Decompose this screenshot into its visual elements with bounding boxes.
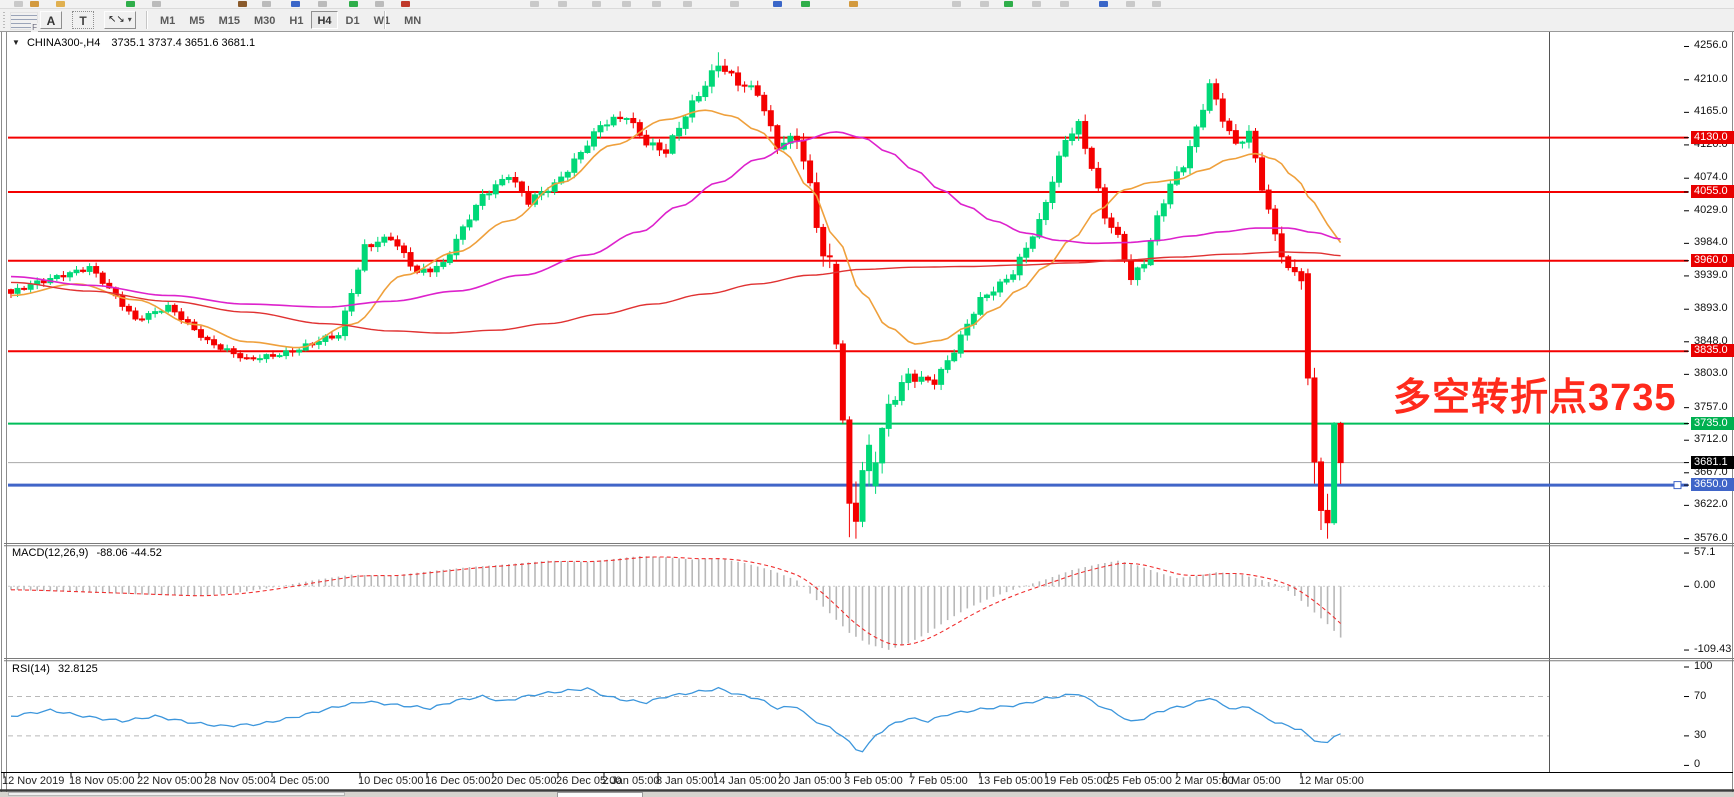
truncated-toolbar-icon[interactable] xyxy=(318,1,327,7)
chevron-down-icon: ▾ xyxy=(127,15,132,24)
chart-title[interactable]: ▼ CHINA300-,H4 3735.1 3737.4 3651.6 3681… xyxy=(12,37,255,49)
timeframe-button-m5[interactable]: M5 xyxy=(183,11,211,29)
macd-values: -88.06 -44.52 xyxy=(96,547,162,559)
truncated-toolbar-icon[interactable] xyxy=(980,1,989,7)
truncated-toolbar-icon[interactable] xyxy=(530,1,539,7)
ma-fast-orange xyxy=(10,109,1342,349)
ma-medium-magenta xyxy=(10,131,1341,308)
truncated-toolbar-strip xyxy=(0,0,1734,9)
line-study-flag: F xyxy=(31,23,38,32)
rsi-indicator-label: RSI(14) 32.8125 xyxy=(12,663,98,675)
hline-drag-handle[interactable] xyxy=(1673,481,1682,490)
truncated-toolbar-icon[interactable] xyxy=(375,1,384,7)
arrow-down-right-icon: ↘ xyxy=(116,14,125,25)
timeframe-button-m15[interactable]: M15 xyxy=(212,11,246,29)
timeframe-button-m1[interactable]: M1 xyxy=(154,11,182,29)
expand-arrow-icon: ▼ xyxy=(12,38,20,47)
truncated-toolbar-icon[interactable] xyxy=(1152,1,1161,7)
truncated-toolbar-icon[interactable] xyxy=(592,1,601,7)
truncated-toolbar-icon[interactable] xyxy=(849,1,858,7)
truncated-toolbar-icon[interactable] xyxy=(14,1,23,7)
toolbar-drag-handle[interactable] xyxy=(2,12,7,28)
truncated-toolbar-icon[interactable] xyxy=(291,1,300,7)
macd-histogram xyxy=(10,556,1342,650)
truncated-toolbar-icon[interactable] xyxy=(238,1,247,7)
arrow-objects-dropdown-button[interactable]: ↖ ↘ ▾ xyxy=(104,11,136,29)
rsi-line xyxy=(10,686,1341,753)
chart-tab[interactable] xyxy=(557,792,643,797)
truncated-toolbar-icon[interactable] xyxy=(349,1,358,7)
ma-slow-red xyxy=(10,251,1341,334)
truncated-toolbar-icon[interactable] xyxy=(652,1,661,7)
timeframe-toolbar: M1 M5 M15 M30 H1 H4 D1 W1 MN xyxy=(154,11,428,29)
timeframe-button-m30[interactable]: M30 xyxy=(247,11,282,29)
truncated-toolbar-icon[interactable] xyxy=(730,1,739,7)
cursor-tool-button[interactable]: A xyxy=(40,11,62,29)
macd-name: MACD(12,26,9) xyxy=(12,547,89,559)
chart-toolbar: F A T ↖ ↘ ▾ M1 M5 M15 M30 H1 H4 D1 W1 MN xyxy=(0,9,1734,32)
timeframe-button-h1[interactable]: H1 xyxy=(283,11,310,29)
rsi-value: 32.8125 xyxy=(57,663,98,675)
timeframe-button-d1[interactable]: D1 xyxy=(339,11,366,29)
rsi-name: RSI(14) xyxy=(12,663,50,675)
truncated-toolbar-icon[interactable] xyxy=(558,1,567,7)
truncated-toolbar-icon[interactable] xyxy=(1004,1,1013,7)
truncated-toolbar-icon[interactable] xyxy=(1032,1,1041,7)
horizontal-scrollbar-thumb[interactable] xyxy=(8,792,345,796)
truncated-toolbar-icon[interactable] xyxy=(801,1,810,7)
text-label-tool-button[interactable]: T xyxy=(72,11,94,29)
truncated-toolbar-icon[interactable] xyxy=(622,1,631,7)
bottom-bar xyxy=(0,792,1734,797)
toolbar-separator xyxy=(384,11,386,29)
truncated-toolbar-icon[interactable] xyxy=(152,1,161,7)
line-study-icon[interactable]: F xyxy=(10,12,38,32)
timeframe-button-h4[interactable]: H4 xyxy=(311,11,338,29)
truncated-toolbar-icon[interactable] xyxy=(401,1,410,7)
truncated-toolbar-icon[interactable] xyxy=(262,1,271,7)
truncated-toolbar-icon[interactable] xyxy=(1126,1,1135,7)
truncated-toolbar-icon[interactable] xyxy=(952,1,961,7)
truncated-toolbar-icon[interactable] xyxy=(56,1,65,7)
truncated-toolbar-icon[interactable] xyxy=(1060,1,1069,7)
bear-candles xyxy=(8,58,1344,539)
arrow-up-left-icon: ↖ xyxy=(108,14,117,25)
truncated-toolbar-icon[interactable] xyxy=(1099,1,1108,7)
macd-indicator-label: MACD(12,26,9) -88.06 -44.52 xyxy=(12,547,162,559)
timeframe-button-mn[interactable]: MN xyxy=(398,11,428,29)
chart-text-annotation[interactable]: 多空转折点3735 xyxy=(1393,377,1677,419)
ohlc-values: 3735.1 3737.4 3651.6 3681.1 xyxy=(111,37,256,49)
macd-signal-line xyxy=(10,556,1341,646)
truncated-toolbar-icon[interactable] xyxy=(30,1,39,7)
truncated-toolbar-icon[interactable] xyxy=(126,1,135,7)
truncated-toolbar-icon[interactable] xyxy=(683,1,692,7)
symbol-period-label: CHINA300-,H4 xyxy=(26,37,101,49)
bull-candles xyxy=(14,52,1338,528)
toolbar-separator xyxy=(146,11,148,29)
truncated-toolbar-icon[interactable] xyxy=(773,1,782,7)
timeframe-button-w1[interactable]: W1 xyxy=(367,11,397,29)
